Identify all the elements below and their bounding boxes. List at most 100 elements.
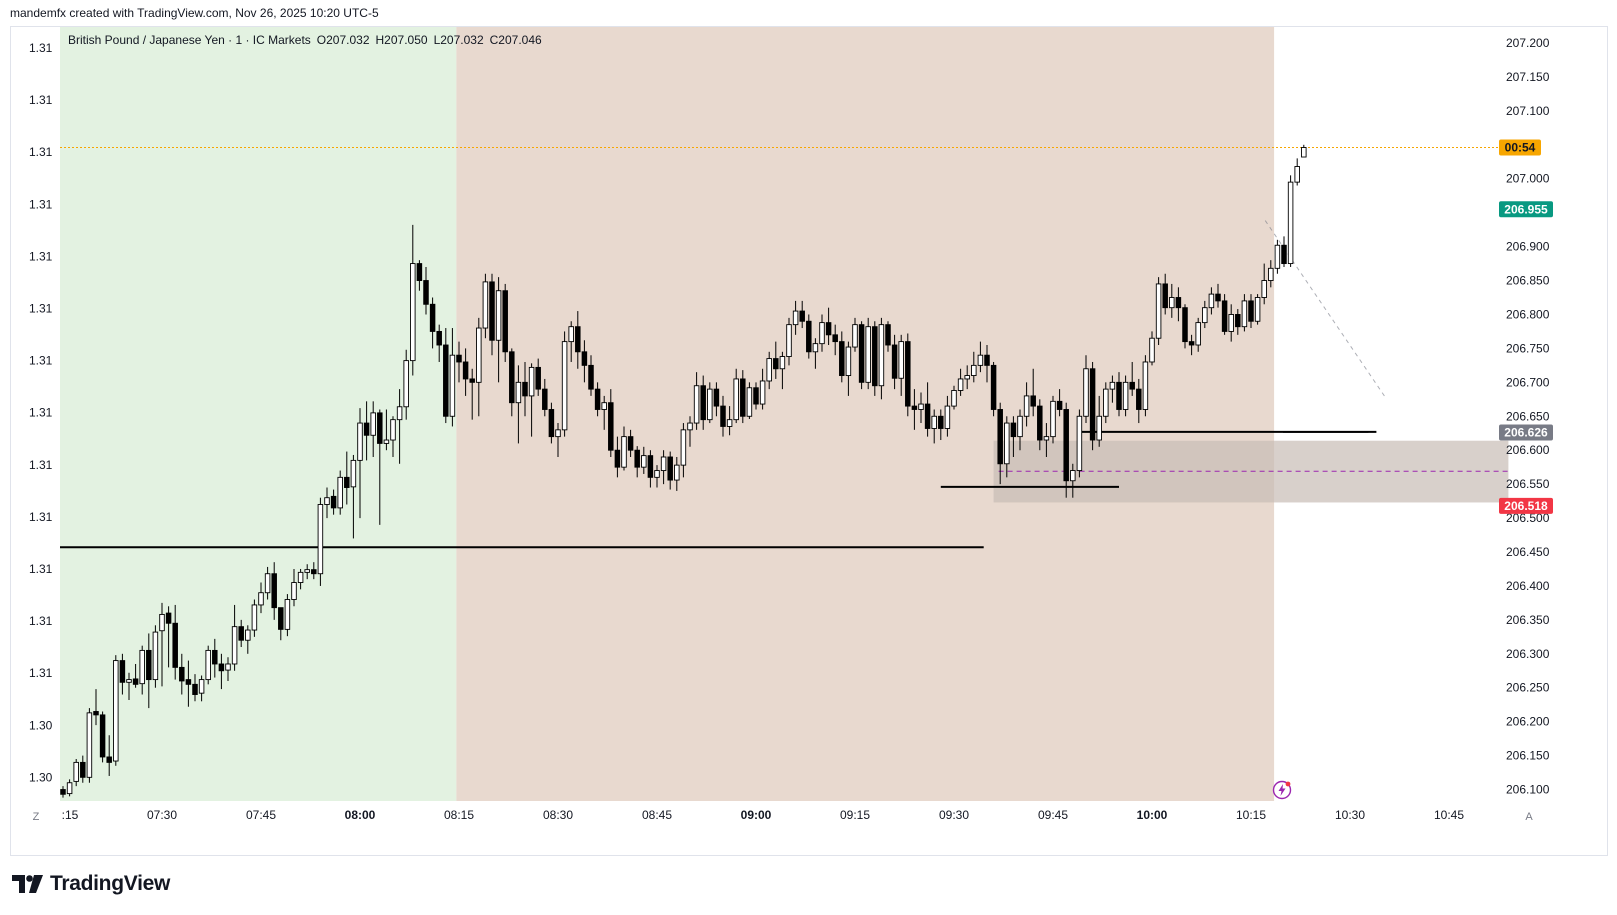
candle[interactable] — [865, 317, 871, 390]
candle[interactable] — [634, 446, 640, 478]
candle[interactable] — [377, 409, 383, 525]
candle[interactable] — [1136, 378, 1142, 424]
candle[interactable] — [291, 568, 297, 607]
candle[interactable] — [449, 328, 456, 427]
candle[interactable] — [806, 314, 812, 359]
candle[interactable] — [73, 758, 79, 787]
candle[interactable] — [1254, 294, 1261, 325]
candle[interactable] — [1188, 334, 1195, 356]
candle[interactable] — [647, 450, 654, 488]
candle[interactable] — [779, 351, 786, 390]
candle[interactable] — [515, 365, 522, 444]
candle[interactable] — [311, 562, 317, 580]
candle[interactable] — [746, 382, 753, 419]
candle[interactable] — [363, 401, 370, 461]
candle[interactable] — [278, 607, 284, 641]
candle[interactable] — [271, 562, 277, 620]
candle[interactable] — [568, 321, 574, 362]
candle[interactable] — [456, 341, 462, 383]
candle[interactable] — [1215, 283, 1221, 308]
candle[interactable] — [403, 349, 409, 420]
candle[interactable] — [132, 663, 139, 688]
candle[interactable] — [1050, 395, 1056, 444]
candle[interactable] — [687, 416, 693, 447]
candle[interactable] — [997, 402, 1003, 485]
candle[interactable] — [350, 454, 357, 539]
candle[interactable] — [885, 321, 891, 352]
candle[interactable] — [819, 314, 825, 352]
candle[interactable] — [297, 568, 304, 590]
candle[interactable] — [218, 653, 225, 690]
candle[interactable] — [799, 300, 805, 329]
candle[interactable] — [1076, 409, 1083, 478]
candle[interactable] — [726, 406, 733, 436]
candle[interactable] — [1017, 409, 1023, 451]
candle[interactable] — [641, 446, 647, 474]
candle[interactable] — [575, 311, 581, 369]
candle[interactable] — [561, 331, 568, 437]
candle[interactable] — [482, 273, 489, 339]
symbol-label[interactable]: British Pound / Japanese Yen · 1 · IC Ma… — [68, 33, 311, 47]
candle[interactable] — [304, 564, 310, 580]
entry-price-badge[interactable] — [1499, 424, 1553, 441]
candle[interactable] — [205, 645, 211, 685]
candle[interactable] — [1169, 283, 1175, 318]
candle[interactable] — [786, 317, 792, 366]
candle[interactable] — [753, 382, 759, 410]
candle[interactable] — [1175, 287, 1182, 322]
candle[interactable] — [548, 402, 555, 444]
candle[interactable] — [832, 324, 838, 356]
candle[interactable] — [410, 224, 416, 376]
candle[interactable] — [977, 341, 984, 373]
candle[interactable] — [608, 389, 614, 457]
candle[interactable] — [918, 392, 924, 424]
candle[interactable] — [581, 340, 588, 383]
candle[interactable] — [839, 331, 845, 383]
candle[interactable] — [1023, 382, 1030, 427]
candle[interactable] — [1294, 158, 1300, 186]
candle[interactable] — [212, 638, 218, 678]
candle[interactable] — [152, 625, 159, 688]
candle[interactable] — [1083, 355, 1089, 424]
candle[interactable] — [324, 487, 330, 519]
candle[interactable] — [1268, 260, 1274, 288]
candle[interactable] — [126, 672, 132, 700]
candle[interactable] — [179, 653, 185, 695]
candle[interactable] — [1248, 294, 1254, 329]
candle[interactable] — [192, 674, 198, 702]
candle[interactable] — [330, 489, 337, 515]
candle[interactable] — [707, 382, 713, 424]
target-price-badge[interactable] — [1499, 201, 1553, 218]
candle[interactable] — [245, 625, 251, 654]
candle[interactable] — [627, 429, 634, 457]
candle[interactable] — [185, 660, 192, 707]
candle[interactable] — [231, 604, 238, 671]
candle[interactable] — [667, 451, 673, 490]
candle[interactable] — [238, 619, 244, 648]
candle[interactable] — [106, 735, 112, 776]
stop-price-badge[interactable] — [1499, 497, 1553, 514]
candle[interactable] — [858, 321, 865, 390]
candle[interactable] — [165, 606, 172, 668]
candle[interactable] — [443, 328, 449, 424]
candle[interactable] — [924, 382, 931, 437]
candle[interactable] — [416, 260, 423, 291]
candle[interactable] — [951, 385, 957, 410]
candle[interactable] — [542, 378, 548, 417]
candle[interactable] — [1122, 375, 1129, 417]
candle[interactable] — [1274, 239, 1281, 274]
candle[interactable] — [284, 594, 291, 637]
candle[interactable] — [119, 653, 126, 695]
candle[interactable] — [60, 786, 66, 798]
candle[interactable] — [476, 317, 482, 417]
candle[interactable] — [693, 372, 700, 430]
candle[interactable] — [594, 382, 601, 417]
candle[interactable] — [1162, 273, 1168, 315]
candle[interactable] — [66, 779, 73, 797]
candle[interactable] — [621, 426, 627, 471]
candle[interactable] — [264, 566, 271, 600]
candle[interactable] — [1043, 423, 1050, 457]
candle[interactable] — [1287, 175, 1294, 267]
candle[interactable] — [1096, 395, 1102, 447]
